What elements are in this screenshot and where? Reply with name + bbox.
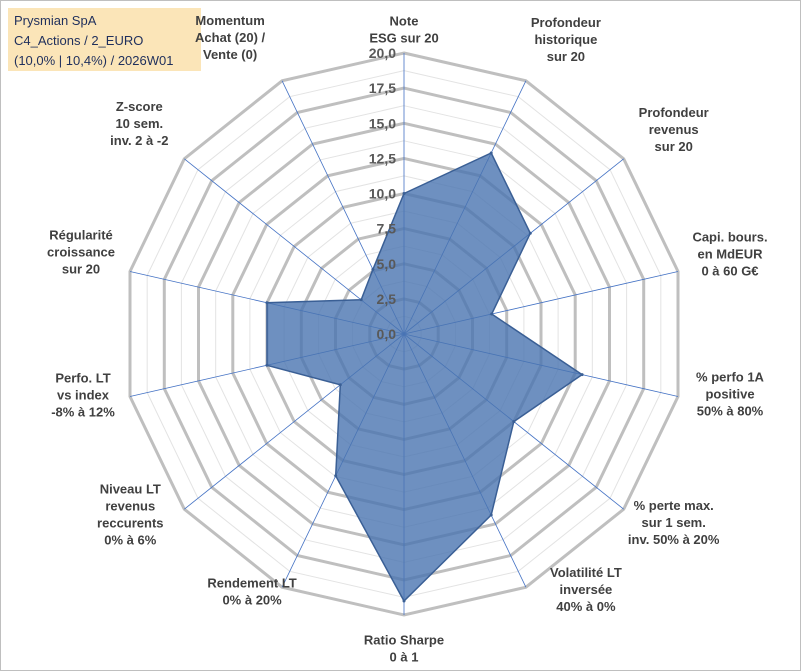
axis-label: Note ESG sur 20: [369, 14, 438, 46]
data-point: [490, 312, 494, 316]
tick-label: 0,0: [377, 326, 397, 342]
axis-label-line: revenus: [649, 122, 699, 137]
axis-label-line: Niveau LT: [100, 482, 161, 497]
axis-label-line: inversée: [560, 582, 613, 597]
axis-label-line: Profondeur: [639, 105, 709, 120]
series-layer: [265, 151, 584, 603]
data-point: [402, 192, 406, 195]
data-point: [489, 513, 493, 517]
axis-label-line: Régularité: [49, 228, 113, 243]
axis-label-line: sur 1 sem.: [642, 515, 706, 530]
tick-label: 17,5: [369, 80, 396, 96]
chart-title-box: Prysmian SpA C4_Actions / 2_EURO (10,0% …: [8, 8, 201, 71]
axis-label-line: sur 20: [62, 262, 100, 277]
tick-label: 10,0: [369, 186, 396, 202]
tick-label: 20,0: [369, 45, 396, 61]
axis-label-line: sur 20: [655, 139, 693, 154]
axis-label: % perfo 1A positive 50% à 80%: [696, 370, 765, 419]
axis-label-line: Ratio Sharpe: [364, 633, 444, 648]
axis-label-line: % perte max.: [634, 498, 714, 513]
axis-label-line: Achat (20) /: [195, 30, 265, 45]
axis-label-line: Capi. bours.: [692, 230, 767, 245]
axis-label: Volatilité LT inversée 40% à 0%: [550, 565, 622, 614]
axis-label: Z-score 10 sem. inv. 2 à -2: [110, 99, 168, 148]
axis-label-line: historique: [534, 32, 597, 47]
axis-label: Profondeur revenus sur 20: [639, 105, 709, 154]
axis-label-line: Profondeur: [531, 15, 601, 30]
data-point: [371, 267, 375, 271]
data-point: [359, 298, 363, 302]
axis-label-line: 50% à 80%: [697, 404, 764, 419]
axis-label: % perte max. sur 1 sem. inv. 50% à 20%: [628, 498, 720, 547]
axis-label-line: ESG sur 20: [369, 31, 438, 46]
data-point: [334, 474, 338, 478]
axis-label: Rendement LT 0% à 20%: [207, 576, 296, 608]
axis-label-line: vs index: [57, 388, 110, 403]
title-period: (10,0% | 10,4%) / 2026W01: [14, 53, 174, 68]
axis-label-line: Perfo. LT: [55, 371, 110, 386]
axis-label: Régularité croissance sur 20: [47, 228, 115, 277]
ticks-layer: 0,0 2,5 5,0 7,5 10,0 12,5 15,0 17,5 20,0: [369, 45, 396, 342]
tick-label: 5,0: [377, 256, 397, 272]
tick-label: 12,5: [369, 150, 396, 166]
axis-label: Niveau LT revenus reccurents 0% à 6%: [97, 482, 163, 548]
data-point: [265, 363, 269, 367]
data-point: [402, 599, 406, 603]
axis-label-line: Volatilité LT: [550, 565, 622, 580]
axis-label-line: 0 à 60 G€: [701, 264, 758, 279]
axis-label-line: Note: [390, 14, 419, 29]
axis-label: Capi. bours. en MdEUR 0 à 60 G€: [692, 230, 767, 279]
axis-label: Perfo. LT vs index -8% à 12%: [51, 371, 115, 420]
axis-label: Profondeur historique sur 20: [531, 15, 601, 64]
axis-label-line: Vente (0): [203, 47, 257, 62]
axis-label-line: revenus: [105, 499, 155, 514]
axis-label-line: % perfo 1A: [696, 370, 765, 385]
axis-label-line: Z-score: [116, 99, 163, 114]
axis-label-line: positive: [705, 387, 754, 402]
axis-label-line: en MdEUR: [698, 247, 764, 262]
axis-label-line: Rendement LT: [207, 576, 296, 591]
data-point: [489, 151, 493, 155]
title-portfolio: C4_Actions / 2_EURO: [14, 33, 144, 48]
axis-label-line: 0% à 6%: [104, 533, 156, 548]
axis-label: Ratio Sharpe 0 à 1: [364, 633, 444, 665]
title-company: Prysmian SpA: [14, 13, 97, 28]
data-point: [580, 373, 584, 377]
axis-label-line: 0% à 20%: [222, 593, 282, 608]
axis-label-line: 0 à 1: [390, 650, 419, 665]
data-point: [512, 420, 516, 424]
axis-label-line: inv. 50% à 20%: [628, 532, 720, 547]
data-point: [265, 301, 269, 305]
tick-label: 15,0: [369, 115, 396, 131]
axis-label-line: Momentum: [195, 13, 264, 28]
axis-label-line: 40% à 0%: [556, 599, 616, 614]
tick-label: 2,5: [377, 291, 397, 307]
axis-label-line: sur 20: [547, 49, 585, 64]
data-point: [338, 383, 342, 387]
axis-label-line: inv. 2 à -2: [110, 133, 168, 148]
axis-label-line: 10 sem.: [115, 116, 163, 131]
axis-label-line: reccurents: [97, 516, 163, 531]
axis-label-line: croissance: [47, 245, 115, 260]
tick-label: 7,5: [377, 221, 397, 237]
labels-layer: Note ESG sur 20 Profondeur historique sur 20…: [47, 13, 768, 665]
axis-label-line: -8% à 12%: [51, 405, 115, 420]
axis-label: Momentum Achat (20) / Vente (0): [195, 13, 265, 62]
data-point: [528, 231, 532, 235]
